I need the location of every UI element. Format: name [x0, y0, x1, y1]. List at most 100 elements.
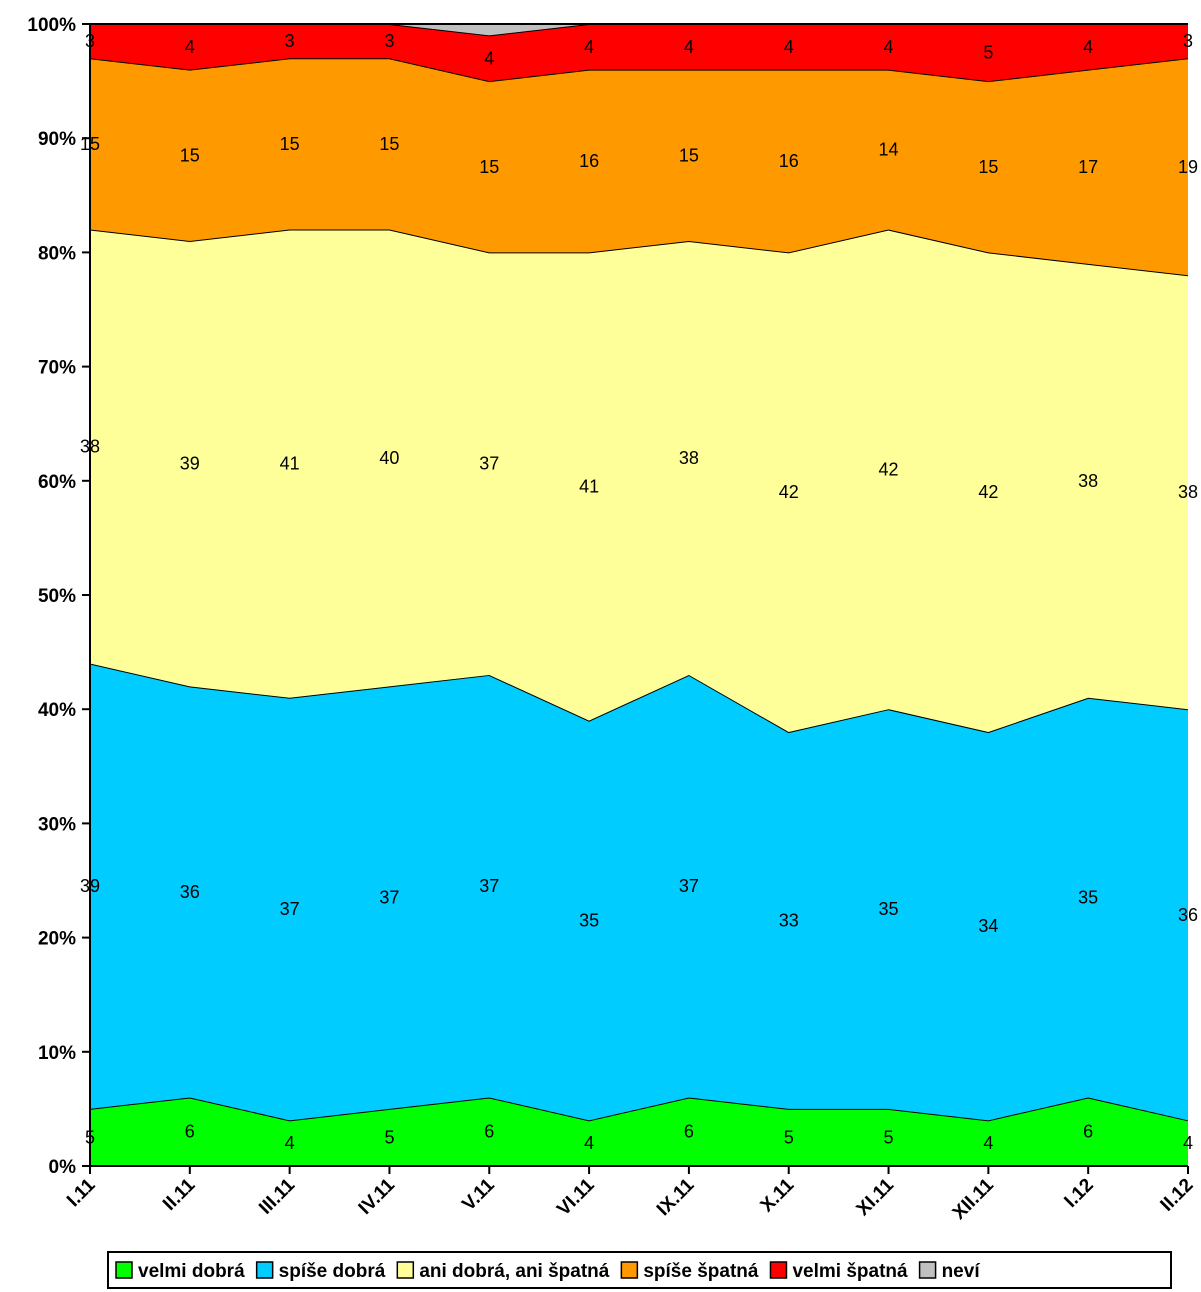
legend-label: velmi dobrá [138, 1261, 245, 1282]
y-tick-label: 20% [38, 929, 76, 950]
y-tick-label: 50% [38, 586, 76, 607]
data-label: 4 [983, 1133, 993, 1153]
data-label: 5 [384, 1127, 394, 1147]
legend-label: spíše špatná [643, 1261, 759, 1282]
x-tick-label: II.12 [1157, 1175, 1198, 1216]
data-label: 15 [978, 157, 998, 177]
y-tick-label: 10% [38, 1043, 76, 1064]
x-tick-label: I.11 [63, 1174, 100, 1211]
x-tick-label: II.11 [159, 1174, 200, 1215]
data-label: 19 [1178, 157, 1198, 177]
legend-box [107, 1251, 1172, 1289]
data-label: 6 [684, 1122, 694, 1142]
data-label: 4 [884, 37, 894, 57]
data-label: 6 [484, 1122, 494, 1142]
data-label: 35 [579, 910, 599, 930]
y-tick-label: 90% [38, 129, 76, 150]
y-tick-label: 0% [49, 1157, 77, 1178]
legend-swatch [396, 1261, 415, 1279]
data-label: 15 [180, 145, 200, 165]
area-velmi-patn- [90, 24, 1188, 82]
x-tick-label: XII.11 [949, 1174, 999, 1224]
data-label: 4 [1183, 1133, 1193, 1153]
x-tick-label: I.12 [1060, 1175, 1097, 1212]
data-label: 6 [1083, 1122, 1093, 1142]
legend: velmi dobrá spíše dobrá ani dobrá, ani špa… [107, 1251, 1172, 1289]
data-label: 42 [879, 459, 899, 479]
data-label: 38 [1178, 482, 1198, 502]
data-label: 3 [384, 31, 394, 51]
data-label: 4 [584, 37, 594, 57]
data-label: 41 [280, 454, 300, 474]
x-tick-label: VI.11 [553, 1174, 599, 1220]
data-label: 5 [884, 1127, 894, 1147]
x-tick-label: X.11 [757, 1174, 799, 1216]
data-label: 14 [879, 140, 899, 160]
data-label: 37 [280, 899, 300, 919]
data-label: 4 [784, 37, 794, 57]
data-label: 40 [379, 448, 399, 468]
area-boundary-line [89, 1096, 1189, 1122]
data-label: 5 [983, 43, 993, 63]
data-label: 15 [479, 157, 499, 177]
legend-label: spíše dobrá [279, 1261, 386, 1282]
y-tick-label: 80% [38, 243, 76, 264]
legend-swatch [115, 1261, 133, 1279]
y-tick-label: 30% [38, 814, 76, 835]
data-label: 6 [185, 1122, 195, 1142]
data-label: 38 [80, 437, 100, 457]
area-boundary-line [89, 228, 1189, 277]
x-tick-label: III.11 [255, 1174, 299, 1218]
data-label: 37 [479, 876, 499, 896]
data-label: 5 [85, 1127, 95, 1147]
area-ani-dobr-ani-patn- [90, 229, 1188, 733]
data-label: 3 [285, 31, 295, 51]
data-label: 15 [679, 145, 699, 165]
data-label: 4 [185, 37, 195, 57]
legend-swatch [918, 1261, 937, 1279]
legend-swatch [769, 1261, 788, 1279]
data-label: 4 [484, 48, 494, 68]
legend-label: neví [942, 1261, 981, 1282]
data-label: 5 [784, 1127, 794, 1147]
y-tick-label: 40% [38, 700, 76, 721]
data-label: 37 [679, 876, 699, 896]
legend-swatch [255, 1261, 274, 1279]
data-label: 39 [180, 454, 200, 474]
data-label: 35 [1078, 888, 1098, 908]
data-label: 39 [80, 876, 100, 896]
data-label: 16 [779, 151, 799, 171]
area-layer [89, 23, 1189, 1166]
data-label: 4 [684, 37, 694, 57]
data-label: 35 [879, 899, 899, 919]
data-label: 38 [679, 448, 699, 468]
legend-swatch [620, 1261, 639, 1279]
data-label: 42 [978, 482, 998, 502]
data-label: 15 [80, 134, 100, 154]
data-label: 36 [180, 882, 200, 902]
data-label: 38 [1078, 471, 1098, 491]
data-label: 37 [379, 888, 399, 908]
legend-label: velmi špatná [792, 1261, 908, 1282]
y-tick-label: 60% [38, 472, 76, 493]
data-label: 15 [280, 134, 300, 154]
data-label: 33 [779, 910, 799, 930]
y-tick-label: 100% [27, 15, 76, 36]
x-tick-label: V.11 [458, 1174, 499, 1215]
y-tick-label: 70% [38, 358, 76, 379]
area-sp-e-patn- [90, 58, 1188, 276]
data-label: 41 [579, 477, 599, 497]
x-tick-label: IV.11 [355, 1174, 400, 1219]
data-label: 4 [285, 1133, 295, 1153]
data-label: 3 [85, 31, 95, 51]
legend-label: ani dobrá, ani špatná [419, 1261, 609, 1282]
data-label: 4 [1083, 37, 1093, 57]
data-label: 15 [379, 134, 399, 154]
data-label: 3 [1183, 31, 1193, 51]
data-label: 37 [479, 454, 499, 474]
x-tick-label: IX.11 [653, 1174, 699, 1220]
area-sp-e-dobr- [90, 663, 1188, 1121]
